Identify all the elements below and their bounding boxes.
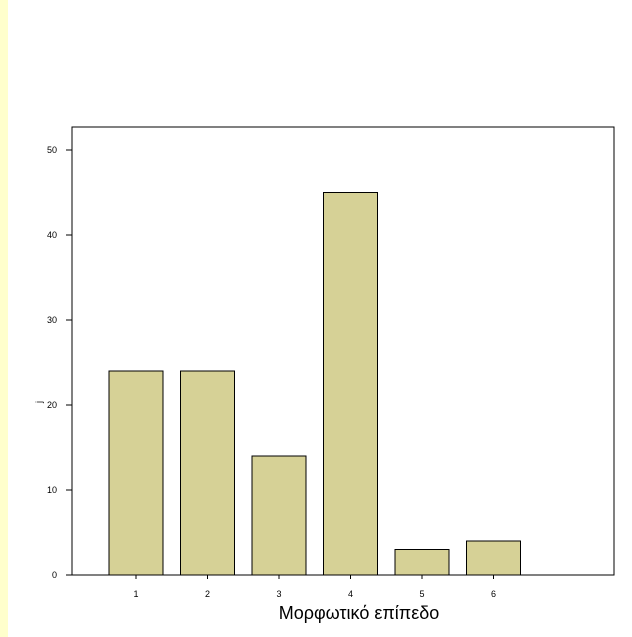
bar-6 xyxy=(466,540,521,576)
y-axis: 0 10 20 30 40 50 xyxy=(47,145,72,580)
bar-1 xyxy=(108,370,164,576)
bars xyxy=(108,192,521,576)
x-tick-label: 1 xyxy=(133,589,138,599)
y-tick-label: 40 xyxy=(47,230,57,240)
x-tick-label: 5 xyxy=(419,589,424,599)
x-axis: 1 2 3 4 5 6 xyxy=(133,575,496,599)
x-tick-label: 2 xyxy=(205,589,210,599)
bar-2 xyxy=(180,370,235,576)
bar-4 xyxy=(323,192,378,576)
y-tick-label: 50 xyxy=(47,145,57,155)
y-tick-label: 10 xyxy=(47,485,57,495)
bar-5 xyxy=(394,549,450,576)
y-tick-label: 20 xyxy=(47,400,57,410)
x-tick-label: 3 xyxy=(276,589,281,599)
x-tick-label: 4 xyxy=(348,589,353,599)
x-axis-title: Μορφωτικό επίπεδο xyxy=(279,603,440,623)
chart-canvas: 0 10 20 30 40 50 1 2 3 4 5 6 j Μορφωτικό επίπεδο xyxy=(8,0,632,637)
x-tick-label: 6 xyxy=(491,589,496,599)
y-tick-label: 0 xyxy=(52,570,57,580)
y-tick-label: 30 xyxy=(47,315,57,325)
bar-chart: 0 10 20 30 40 50 1 2 3 4 5 6 j Μορφωτικό επίπεδο xyxy=(34,126,615,623)
y-axis-label: j xyxy=(34,401,44,404)
bar-3 xyxy=(251,455,307,576)
